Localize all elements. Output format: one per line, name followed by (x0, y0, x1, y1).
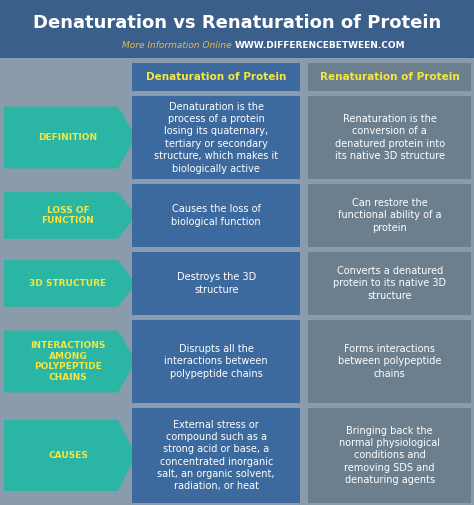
Text: Disrupts all the
interactions between
polypeptide chains: Disrupts all the interactions between po… (164, 344, 268, 379)
FancyBboxPatch shape (132, 320, 301, 403)
Text: Converts a denatured
protein to its native 3D
structure: Converts a denatured protein to its nati… (333, 266, 447, 301)
Polygon shape (4, 192, 136, 239)
FancyBboxPatch shape (132, 184, 301, 247)
Text: Renaturation is the
conversion of a
denatured protein into
its native 3D structu: Renaturation is the conversion of a dena… (335, 114, 445, 161)
FancyBboxPatch shape (132, 96, 301, 179)
FancyBboxPatch shape (308, 96, 472, 179)
Text: Bringing back the
normal physiological
conditions and
removing SDS and
denaturin: Bringing back the normal physiological c… (339, 426, 440, 485)
Text: Can restore the
functional ability of a
protein: Can restore the functional ability of a … (338, 198, 441, 233)
Text: CAUSES: CAUSES (48, 451, 88, 460)
Text: More Information Online: More Information Online (122, 41, 232, 49)
FancyBboxPatch shape (308, 252, 472, 315)
Text: External stress or
compound such as a
strong acid or base, a
concentrated inorga: External stress or compound such as a st… (157, 420, 275, 491)
Text: Causes the loss of
biological function: Causes the loss of biological function (172, 205, 261, 227)
FancyBboxPatch shape (132, 408, 301, 503)
Text: INTERACTIONS
AMONG
POLYPEPTIDE
CHAINS: INTERACTIONS AMONG POLYPEPTIDE CHAINS (30, 341, 106, 382)
Text: Denaturation of Protein: Denaturation of Protein (146, 72, 286, 82)
Text: WWW.DIFFERENCEBETWEEN.COM: WWW.DIFFERENCEBETWEEN.COM (235, 41, 406, 49)
Text: Renaturation of Protein: Renaturation of Protein (320, 72, 460, 82)
FancyBboxPatch shape (132, 63, 301, 91)
FancyBboxPatch shape (308, 320, 472, 403)
Text: Denaturation is the
process of a protein
losing its quaternary,
tertiary or seco: Denaturation is the process of a protein… (154, 102, 278, 174)
Polygon shape (4, 331, 136, 392)
Text: Forms interactions
between polypeptide
chains: Forms interactions between polypeptide c… (338, 344, 441, 379)
FancyBboxPatch shape (308, 63, 472, 91)
Polygon shape (4, 420, 136, 491)
FancyBboxPatch shape (308, 184, 472, 247)
FancyBboxPatch shape (0, 0, 474, 58)
Text: Destroys the 3D
structure: Destroys the 3D structure (177, 272, 256, 295)
Text: LOSS OF
FUNCTION: LOSS OF FUNCTION (42, 206, 94, 225)
Text: Denaturation vs Renaturation of Protein: Denaturation vs Renaturation of Protein (33, 14, 441, 32)
FancyBboxPatch shape (132, 252, 301, 315)
Text: DEFINITION: DEFINITION (38, 133, 98, 142)
Polygon shape (4, 107, 136, 169)
Polygon shape (4, 260, 136, 307)
Text: 3D STRUCTURE: 3D STRUCTURE (29, 279, 107, 288)
FancyBboxPatch shape (308, 408, 472, 503)
